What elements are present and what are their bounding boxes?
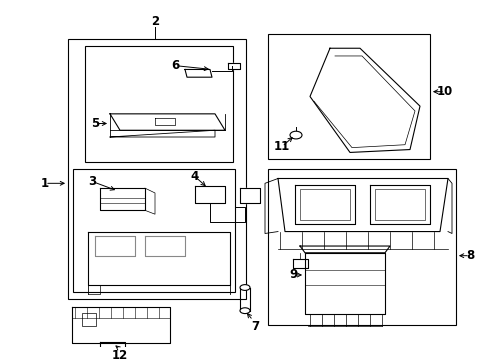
Text: 10: 10 <box>436 85 452 98</box>
Polygon shape <box>292 258 307 268</box>
Bar <box>299 189 349 220</box>
Text: 8: 8 <box>465 249 473 262</box>
Text: 6: 6 <box>170 59 179 72</box>
Text: 2: 2 <box>151 15 159 28</box>
Polygon shape <box>305 253 384 314</box>
Polygon shape <box>278 179 447 231</box>
Polygon shape <box>100 342 125 349</box>
Polygon shape <box>227 63 240 69</box>
Polygon shape <box>100 188 145 210</box>
Polygon shape <box>88 231 229 285</box>
Polygon shape <box>195 186 224 203</box>
Text: 4: 4 <box>190 170 199 183</box>
Bar <box>267 169 455 325</box>
Polygon shape <box>145 237 184 256</box>
Text: 11: 11 <box>273 140 289 153</box>
Polygon shape <box>369 185 429 224</box>
Text: 7: 7 <box>250 320 259 333</box>
Ellipse shape <box>289 131 302 139</box>
Bar <box>85 46 232 162</box>
Bar <box>95 237 135 256</box>
Bar <box>294 185 354 224</box>
Polygon shape <box>294 185 354 224</box>
Text: 12: 12 <box>112 348 128 360</box>
Bar <box>374 189 424 220</box>
Text: 3: 3 <box>88 175 96 188</box>
Polygon shape <box>299 246 389 253</box>
Polygon shape <box>309 48 419 152</box>
Text: 5: 5 <box>91 117 99 130</box>
Text: 1: 1 <box>41 177 49 190</box>
Text: 9: 9 <box>288 269 297 282</box>
Bar <box>82 312 96 326</box>
Polygon shape <box>184 69 212 77</box>
Ellipse shape <box>240 308 249 314</box>
Polygon shape <box>110 114 224 130</box>
Bar <box>145 237 184 256</box>
Bar <box>68 39 245 299</box>
Polygon shape <box>72 307 170 343</box>
Bar <box>267 34 429 159</box>
Polygon shape <box>240 188 260 203</box>
Bar <box>369 185 429 224</box>
Ellipse shape <box>240 285 249 291</box>
Polygon shape <box>95 237 135 256</box>
Bar <box>73 169 235 292</box>
